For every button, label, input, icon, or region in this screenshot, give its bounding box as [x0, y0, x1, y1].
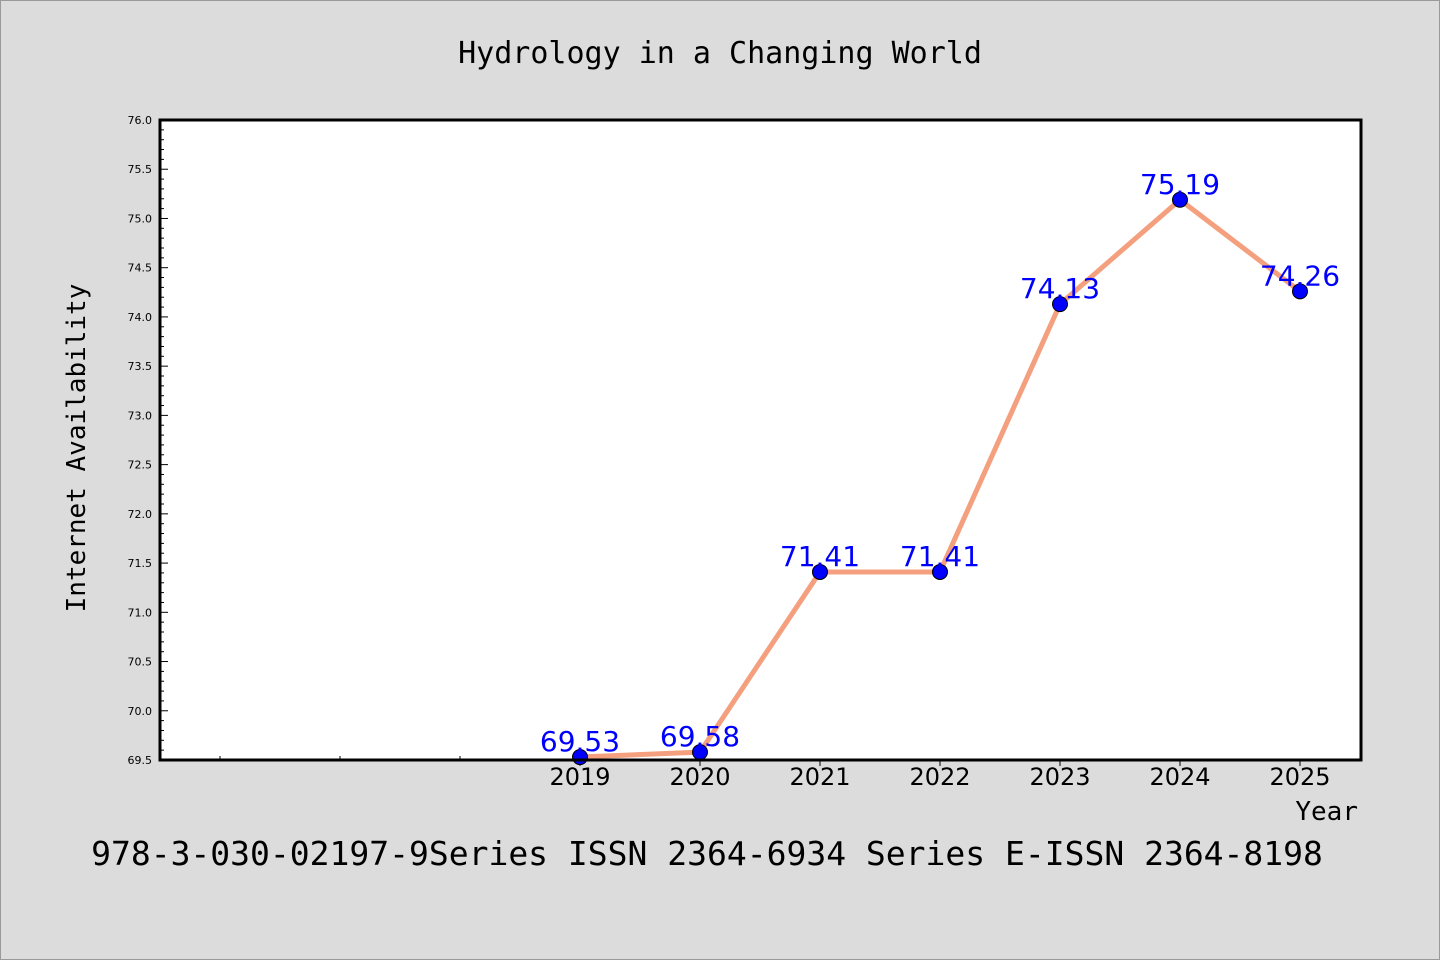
- data-label: 69.53: [540, 725, 620, 758]
- x-tick-label: 2025: [1269, 763, 1330, 791]
- y-axis-label: Internet Availability: [62, 284, 92, 613]
- data-points: [572, 191, 1308, 766]
- y-tick-label: 72.0: [128, 508, 153, 521]
- plot-border: [158, 118, 1363, 762]
- plot-area: [160, 120, 1361, 760]
- y-tick-label: 73.0: [128, 409, 153, 422]
- y-tick-label: 74.0: [128, 311, 153, 324]
- y-tick-label: 76.0: [128, 114, 153, 127]
- data-point: [1172, 191, 1188, 208]
- y-tick-label: 69.5: [128, 754, 153, 767]
- y-tick-label: 70.0: [128, 705, 153, 718]
- y-axis-ticks: 69.5 70.0 70.5 71.0 71.5 72.0 72.5 73.0 73.5 74.0…: [128, 114, 168, 767]
- data-label: 74.26: [1260, 259, 1340, 292]
- data-labels: 69.53 69.58 71.41 71.41 74.13 75.19 74.26: [540, 168, 1340, 758]
- data-point: [812, 563, 828, 580]
- x-tick-label: 2020: [669, 763, 730, 791]
- data-point: [1052, 296, 1068, 313]
- data-label: 71.41: [780, 540, 860, 573]
- y-tick-label: 75.5: [128, 163, 153, 176]
- footer-text: 978-3-030-02197-9Series ISSN 2364-6934 S…: [91, 834, 1323, 873]
- x-tick-label: 2024: [1149, 763, 1210, 791]
- x-tick-label: 2023: [1029, 763, 1090, 791]
- y-tick-label: 73.5: [128, 360, 153, 373]
- data-label: 71.41: [900, 540, 980, 573]
- y-tick-label: 72.5: [128, 459, 153, 472]
- x-tick-label: 2019: [549, 763, 610, 791]
- y-tick-label: 74.5: [128, 262, 153, 275]
- data-point: [932, 563, 948, 580]
- y-tick-label: 75.0: [128, 212, 153, 225]
- data-label: 74.13: [1020, 272, 1100, 305]
- y-tick-label: 71.5: [128, 557, 153, 570]
- x-tick-label: 2021: [789, 763, 850, 791]
- y-tick-label: 70.5: [128, 656, 153, 669]
- x-tick-label: 2022: [909, 763, 970, 791]
- data-label: 69.58: [660, 720, 740, 753]
- chart-title: Hydrology in a Changing World: [458, 36, 982, 71]
- y-tick-label: 71.0: [128, 606, 153, 619]
- x-axis-label: Year: [1295, 797, 1358, 827]
- x-axis-ticks: 2019 2020 2021 2022 2023 2024 2025: [219, 756, 1331, 791]
- data-point: [1292, 283, 1308, 300]
- data-label: 75.19: [1140, 168, 1220, 201]
